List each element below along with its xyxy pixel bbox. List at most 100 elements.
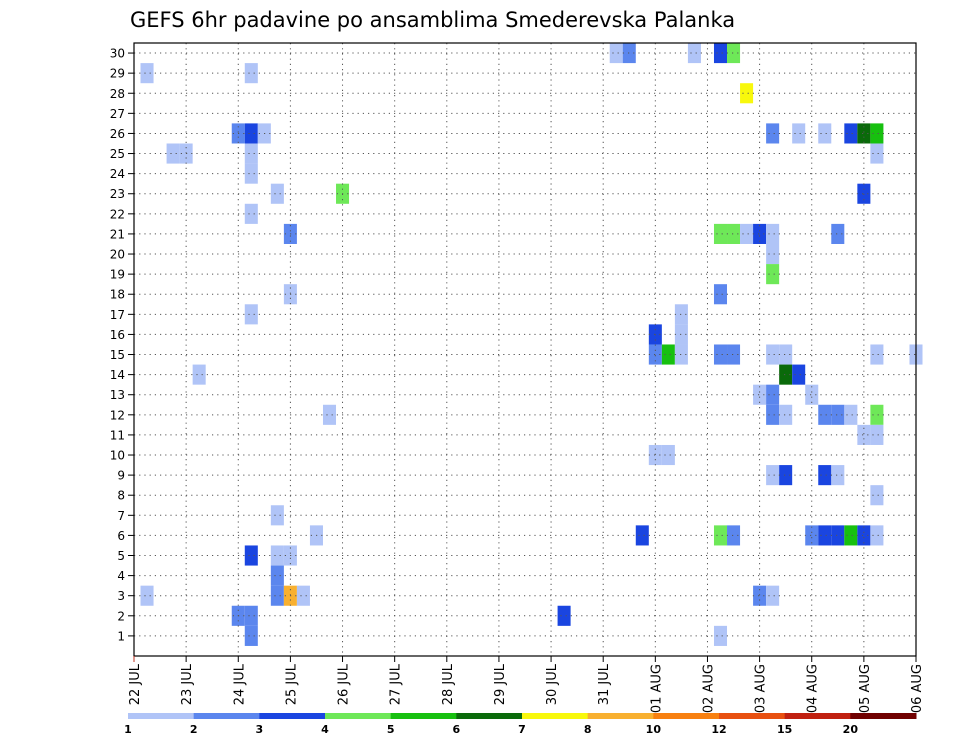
heat-cell <box>870 525 884 546</box>
x-tick-label: 26 JUL <box>337 663 352 705</box>
heat-cell <box>244 625 258 646</box>
y-tick-label: 7 <box>117 509 125 523</box>
heat-cell <box>870 123 884 144</box>
y-tick-label: 15 <box>110 348 125 362</box>
heat-cell <box>727 223 741 244</box>
x-tick-label: 25 JUL <box>284 663 299 705</box>
heat-cell <box>727 525 741 546</box>
x-tick-label: 29 JUL <box>493 663 508 705</box>
legend-label: 15 <box>777 723 792 736</box>
legend-swatch <box>784 713 851 719</box>
heat-cell <box>844 404 858 425</box>
y-tick-label: 11 <box>110 428 125 442</box>
legend-label: 8 <box>584 723 592 736</box>
legend-label: 20 <box>843 723 859 736</box>
heat-cell <box>648 344 662 365</box>
heat-cell <box>713 625 728 646</box>
plot-frame <box>133 42 917 657</box>
heat-cell <box>557 605 571 626</box>
x-tick-label: 06 AUG <box>910 664 925 713</box>
y-tick-label: 4 <box>117 569 125 583</box>
heat-cell <box>270 545 284 566</box>
heat-cell <box>140 585 154 606</box>
heat-cell <box>844 123 858 144</box>
legend-label: 3 <box>256 723 264 736</box>
heat-cell <box>687 43 701 64</box>
y-axis-ticks: 1234567891011121314151617181920212223242… <box>110 47 134 643</box>
y-tick-label: 20 <box>110 248 125 262</box>
legend-label: 12 <box>711 723 726 736</box>
heat-cell <box>766 585 780 606</box>
y-tick-label: 24 <box>110 167 125 181</box>
x-tick-label: 31 JUL <box>597 663 612 705</box>
y-tick-label: 26 <box>110 127 125 141</box>
x-tick-label: 28 JUL <box>441 663 456 705</box>
legend-swatch <box>456 713 523 719</box>
legend-swatch <box>325 713 392 719</box>
heat-cell <box>779 404 793 425</box>
legend-label: 7 <box>518 723 526 736</box>
heat-cell <box>766 404 780 425</box>
heat-cell <box>779 344 793 365</box>
y-tick-label: 6 <box>117 529 125 543</box>
x-tick-label: 01 AUG <box>649 664 664 713</box>
heat-cell <box>244 163 258 184</box>
heat-cell <box>661 444 675 466</box>
x-tick-label: 02 AUG <box>701 664 716 713</box>
x-tick-label: 30 JUL <box>545 663 560 705</box>
heat-cell <box>831 525 845 546</box>
heat-cell <box>322 404 337 425</box>
heat-cell <box>296 585 310 606</box>
heat-cell <box>766 223 780 244</box>
chart-title: GEFS 6hr padavine po ansamblima Smederev… <box>130 8 735 32</box>
y-tick-label: 14 <box>110 368 125 382</box>
x-tick-label: 03 AUG <box>754 664 769 713</box>
x-axis-ticks: 22 JUL 23 JUL 24 JUL 25 JUL 26 JUL 27 JUL 28 J… <box>128 656 925 713</box>
heat-cell <box>609 43 623 64</box>
legend-swatch <box>850 713 917 719</box>
heat-cell <box>244 304 258 325</box>
y-tick-label: 19 <box>110 268 125 282</box>
heat-cell <box>661 344 675 365</box>
heat-cell <box>857 123 871 144</box>
heat-cell <box>740 223 754 244</box>
heat-cell <box>713 43 728 64</box>
heat-cell <box>727 43 741 64</box>
y-tick-label: 28 <box>110 87 125 101</box>
heat-cell <box>870 344 884 365</box>
heat-cell <box>713 284 728 305</box>
heat-cell <box>818 525 832 546</box>
heat-cell <box>740 83 754 104</box>
heat-cell <box>727 344 741 365</box>
heat-cell <box>648 444 662 466</box>
heat-cell <box>674 344 688 365</box>
legend-swatch <box>587 713 654 719</box>
heat-cell <box>635 525 649 546</box>
dotted-grid <box>134 43 916 656</box>
legend-label: 10 <box>646 723 662 736</box>
heat-cell <box>270 505 284 526</box>
heat-cell <box>766 465 780 486</box>
y-tick-label: 18 <box>110 288 125 302</box>
heat-cell <box>766 123 780 144</box>
y-tick-label: 2 <box>117 609 125 623</box>
legend-swatch <box>719 713 786 719</box>
heat-cell <box>166 143 180 164</box>
x-tick-label: 22 JUL <box>128 663 143 705</box>
heat-cell <box>713 223 728 244</box>
legend-label: 6 <box>453 723 461 736</box>
heat-cell <box>244 143 258 164</box>
y-tick-label: 8 <box>117 489 125 503</box>
heat-cell <box>244 203 258 224</box>
heat-cell <box>870 485 884 506</box>
heat-cell <box>792 364 806 385</box>
heat-cell <box>192 364 206 385</box>
y-tick-label: 22 <box>110 207 125 221</box>
y-tick-label: 16 <box>110 328 125 342</box>
heat-cell <box>244 545 258 566</box>
y-tick-label: 23 <box>110 187 125 201</box>
heat-cell <box>244 123 258 144</box>
heat-cell <box>766 384 780 405</box>
heat-cell <box>818 465 832 486</box>
